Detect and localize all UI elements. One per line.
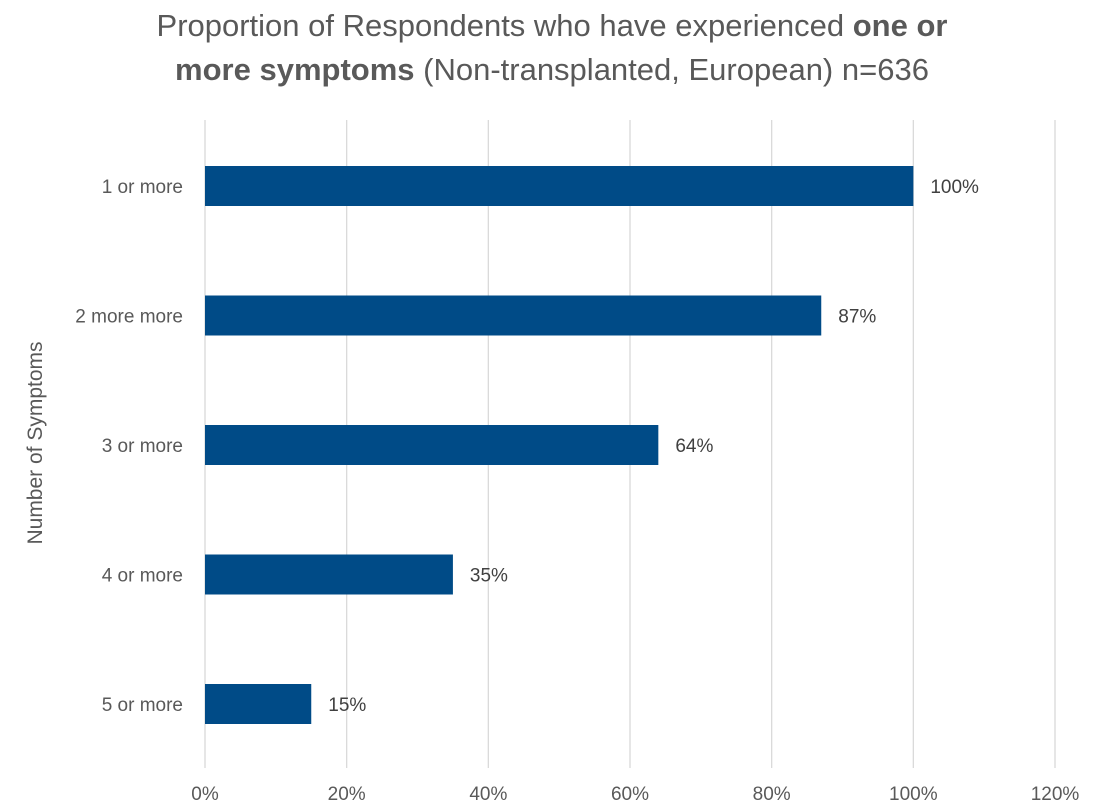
data-label: 64% <box>675 436 713 457</box>
bars: 100% 87% 64% 35% 15% <box>205 166 979 724</box>
category-label: 5 or more <box>102 695 183 716</box>
x-tick-label: 0% <box>191 784 219 805</box>
chart-title-line-2: more symptoms (Non-transplanted, Europea… <box>0 48 1104 92</box>
chart-title: Proportion of Respondents who have exper… <box>0 4 1104 92</box>
bar <box>205 554 453 595</box>
x-tick-label: 20% <box>328 784 366 805</box>
data-label: 87% <box>838 307 876 328</box>
bar <box>205 684 312 724</box>
y-axis-label: Number of Symptoms <box>24 341 47 544</box>
category-label: 3 or more <box>102 436 183 457</box>
data-label: 100% <box>930 177 979 198</box>
x-tick-label: 80% <box>753 784 791 805</box>
x-tick-label: 100% <box>889 784 938 805</box>
x-tick-label: 40% <box>469 784 507 805</box>
data-label: 15% <box>328 695 366 716</box>
category-labels: 1 or more 2 more more 3 or more 4 or more 5 … <box>75 177 183 716</box>
bar <box>205 425 659 465</box>
category-label: 2 more more <box>75 307 183 328</box>
title-bold-part2: more symptoms <box>175 52 415 87</box>
title-bold-part1: one or <box>852 8 948 43</box>
category-label: 4 or more <box>102 566 183 587</box>
x-tick-labels: 0% 20% 40% 60% 80% 100% 120% <box>191 784 1079 805</box>
title-text-part2: (Non-transplanted, European) n=636 <box>414 52 929 87</box>
bar <box>205 166 914 206</box>
title-text-part1: Proportion of Respondents who have exper… <box>156 8 853 43</box>
category-label: 1 or more <box>102 177 183 198</box>
x-tick-label: 120% <box>1031 784 1080 805</box>
bar <box>205 295 822 336</box>
data-label: 35% <box>470 566 508 587</box>
x-tick-label: 60% <box>611 784 649 805</box>
chart-title-line-1: Proportion of Respondents who have exper… <box>0 4 1104 48</box>
